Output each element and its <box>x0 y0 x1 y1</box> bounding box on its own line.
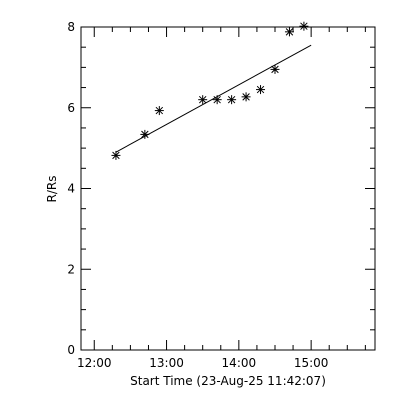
y-tick-label: 8 <box>67 20 75 34</box>
x-tick-label: 15:00 <box>294 356 329 370</box>
y-tick-label: 0 <box>67 343 75 357</box>
y-tick-label: 6 <box>67 101 75 115</box>
y-tick-labels: 0 2 4 6 8 <box>67 20 75 357</box>
y-axis-label: R/Rs <box>45 176 59 203</box>
x-tick-label: 13:00 <box>149 356 184 370</box>
data-point <box>140 129 150 139</box>
x-tick-label: 12:00 <box>77 356 112 370</box>
y-tick-label: 2 <box>67 262 75 276</box>
data-point <box>154 106 164 116</box>
plot-frame <box>80 26 376 351</box>
data-points <box>111 21 309 160</box>
x-tick-labels: 12:00 13:00 14:00 15:00 <box>77 356 328 370</box>
data-point <box>299 21 309 31</box>
axis-ticks <box>81 26 375 351</box>
data-point <box>111 150 121 160</box>
data-point <box>241 92 251 102</box>
data-point <box>256 85 266 95</box>
data-point <box>284 27 294 37</box>
data-point <box>198 95 208 105</box>
x-axis-label: Start Time (23-Aug-25 11:42:07) <box>130 374 326 388</box>
data-point <box>212 95 222 105</box>
y-tick-label: 4 <box>67 182 75 196</box>
x-tick-label: 14:00 <box>222 356 257 370</box>
data-point <box>227 95 237 105</box>
data-point <box>270 64 280 74</box>
